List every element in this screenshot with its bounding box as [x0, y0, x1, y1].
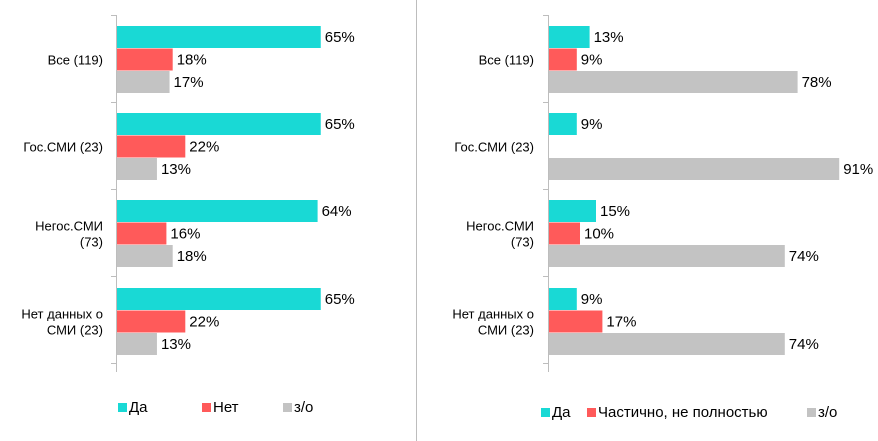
- value-label-1-3-3: 18%: [177, 248, 207, 265]
- bar-2-1-1: [548, 26, 590, 48]
- category-label-2-2: Гос.СМИ (23): [454, 140, 534, 155]
- category-label-1-4-line2: СМИ (23): [47, 323, 103, 338]
- bar-1-3-1: [116, 71, 170, 93]
- category-label-2-3-line1: Негос.СМИ: [466, 219, 534, 234]
- bar-1-1-4: [116, 288, 321, 310]
- category-label-2-4-line2: СМИ (23): [478, 323, 534, 338]
- category-label-2-3-line2: (73): [511, 235, 534, 250]
- bar-1-2-2: [116, 135, 186, 158]
- legend-swatch-2-2: [587, 408, 596, 417]
- category-label-1-1: Все (119): [48, 53, 103, 68]
- value-label-1-3-4: 13%: [161, 336, 191, 353]
- legend-swatch-1-1: [118, 403, 127, 412]
- category-label-1-3-line1: Негос.СМИ: [35, 219, 103, 234]
- value-label-1-2-4: 22%: [189, 314, 219, 331]
- legend-label-2-2: Частично, не полностью: [598, 404, 768, 421]
- legend-label-2-3: з/о: [818, 404, 837, 421]
- value-label-2-1-1: 13%: [594, 29, 624, 46]
- legend-swatch-2-3: [807, 408, 816, 417]
- bar-2-1-2: [548, 113, 577, 135]
- value-label-2-2-3: 10%: [584, 226, 614, 243]
- bar-1-2-1: [116, 48, 173, 71]
- category-label-2-4-line1: Нет данных о: [452, 307, 534, 322]
- legend-label-1-1: Да: [129, 399, 148, 416]
- legend-label-1-2: Нет: [213, 399, 239, 416]
- value-label-2-1-4: 9%: [581, 291, 603, 308]
- bar-1-1-2: [116, 113, 321, 135]
- value-label-2-2-4: 17%: [606, 314, 636, 331]
- value-label-1-1-3: 64%: [322, 203, 352, 220]
- category-label-2-1: Все (119): [479, 53, 534, 68]
- value-label-1-3-2: 13%: [161, 161, 191, 178]
- category-label-1-3-line2: (73): [80, 235, 103, 250]
- legend-label-2-1: Да: [552, 404, 571, 421]
- bar-2-3-4: [548, 333, 785, 355]
- bar-2-2-1: [548, 48, 577, 71]
- value-label-1-2-2: 22%: [189, 139, 219, 156]
- bar-1-2-4: [116, 310, 186, 333]
- bar-1-3-4: [116, 333, 157, 355]
- value-label-1-2-3: 16%: [170, 226, 200, 243]
- value-label-2-3-1: 78%: [802, 74, 832, 91]
- legend-label-1-3: з/о: [294, 399, 313, 416]
- value-label-2-2-1: 9%: [581, 52, 603, 69]
- legend-swatch-2-1: [541, 408, 550, 417]
- bar-2-3-3: [548, 245, 785, 267]
- legend-swatch-1-3: [283, 403, 292, 412]
- bar-2-1-4: [548, 288, 577, 310]
- value-label-1-1-2: 65%: [325, 116, 355, 133]
- value-label-2-3-4: 74%: [789, 336, 819, 353]
- bar-1-1-3: [116, 200, 318, 222]
- category-label-1-2: Гос.СМИ (23): [23, 140, 103, 155]
- value-label-1-1-4: 65%: [325, 291, 355, 308]
- bar-1-3-2: [116, 158, 157, 180]
- value-label-1-1-1: 65%: [325, 29, 355, 46]
- bar-2-2-3: [548, 222, 580, 245]
- bar-1-1-1: [116, 26, 321, 48]
- bar-1-3-3: [116, 245, 173, 267]
- category-label-1-4-line1: Нет данных о: [21, 307, 103, 322]
- bar-2-1-3: [548, 200, 596, 222]
- value-label-2-1-2: 9%: [581, 116, 603, 133]
- value-label-1-3-1: 17%: [174, 74, 204, 91]
- value-label-1-2-1: 18%: [177, 52, 207, 69]
- value-label-2-3-3: 74%: [789, 248, 819, 265]
- value-label-2-1-3: 15%: [600, 203, 630, 220]
- legend-swatch-1-2: [202, 403, 211, 412]
- bar-2-3-2: [548, 158, 840, 180]
- bar-2-3-1: [548, 71, 798, 93]
- bar-2-2-4: [548, 310, 603, 333]
- value-label-2-3-2: 91%: [843, 161, 873, 178]
- bar-1-2-3: [116, 222, 167, 245]
